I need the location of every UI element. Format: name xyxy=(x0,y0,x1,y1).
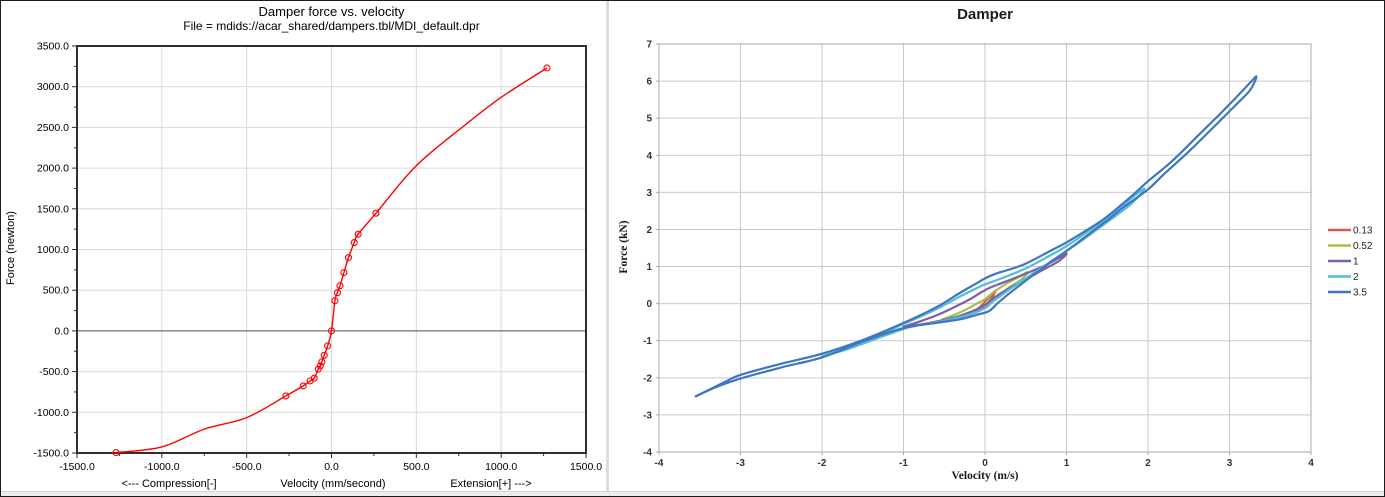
y-tick-label: 4 xyxy=(646,151,652,162)
compression-direction-label: <--- Compression[-] xyxy=(121,478,217,490)
plot-frame xyxy=(76,45,587,454)
y-tick-label: 3000.0 xyxy=(37,81,69,93)
x-tick-label: 1500.0 xyxy=(570,461,602,473)
x-tick-label: -3 xyxy=(736,458,745,469)
series-2-loop xyxy=(820,187,1146,358)
right-chart-y-axis-label: Force (kN) xyxy=(618,220,630,274)
y-tick-label: 5 xyxy=(646,114,652,125)
y-tick-label: 500.0 xyxy=(43,285,69,297)
adams-damper-plot-panel: 3500.0 3000.0 2500.0 2000.0 1500.0 1000.0 500.… xyxy=(1,1,607,496)
data-point-marker xyxy=(320,351,328,359)
y-tick-label: -1000.0 xyxy=(33,407,69,419)
right-chart-x-axis-label: Velocity (m/s) xyxy=(951,470,1019,482)
left-chart-y-axis-label: Force (newton) xyxy=(5,211,17,285)
data-point-marker xyxy=(324,342,332,350)
y-tick-label: 2500.0 xyxy=(37,122,69,134)
legend-label: 3.5 xyxy=(1353,288,1367,299)
data-point-marker xyxy=(299,382,307,390)
y-tick-label: 0 xyxy=(646,299,652,310)
y-tick-label: 6 xyxy=(646,77,652,88)
x-tick-label: -500.0 xyxy=(232,461,262,473)
data-point-marker xyxy=(543,64,551,72)
legend-label: 0.13 xyxy=(1353,226,1373,237)
y-tick-label: -1 xyxy=(643,336,652,347)
data-point-marker xyxy=(333,289,341,297)
plot-border xyxy=(658,43,1312,453)
left-chart-canvas: 3500.0 3000.0 2500.0 2000.0 1500.0 1000.0 500.… xyxy=(33,41,602,474)
y-tick-label: -1500.0 xyxy=(33,448,69,460)
y-tick-label: 0.0 xyxy=(54,325,69,337)
x-tick-label: -1000.0 xyxy=(144,461,180,473)
x-tick-label: -2 xyxy=(818,458,827,469)
y-tick-label: 2000.0 xyxy=(37,163,69,175)
x-tick-label: -1 xyxy=(899,458,908,469)
y-tick-label: 1000.0 xyxy=(37,244,69,256)
data-point-marker xyxy=(310,374,318,382)
data-point-marker xyxy=(327,327,336,335)
bottom-strip xyxy=(1,491,1384,496)
data-point-marker xyxy=(331,297,339,305)
series-3.5-loop xyxy=(694,75,1258,398)
data-point-marker xyxy=(354,230,362,238)
y-tick-label: -4 xyxy=(643,448,652,459)
data-point-marker xyxy=(350,239,358,247)
right-chart-title: Damper xyxy=(957,6,1013,23)
left-chart-x-axis-label: Velocity (mm/second) xyxy=(280,478,386,490)
data-point-marker xyxy=(372,209,380,217)
y-tick-label: 7 xyxy=(646,40,652,51)
x-tick-label: 500.0 xyxy=(403,461,429,473)
legend-label: 1 xyxy=(1353,257,1359,268)
y-tick-label: 2 xyxy=(646,225,652,236)
y-tick-label: -3 xyxy=(643,410,652,421)
y-tick-label: -2 xyxy=(643,373,652,384)
data-point-marker xyxy=(340,268,348,277)
x-tick-label: -1500.0 xyxy=(59,461,95,473)
excel-damper-chart-panel: -4 -3 -2 -1 0 1 2 3 4 5 6 7 -4 -3 -2 -1 0 1 2 3 4 0.13 0.52 1 2 3… xyxy=(609,1,1384,496)
data-point-marker xyxy=(282,392,290,400)
data-point-marker xyxy=(336,282,344,290)
x-tick-label: 1000.0 xyxy=(485,461,517,473)
y-tick-label: 1500.0 xyxy=(37,203,69,215)
left-chart-title: Damper force vs. velocity xyxy=(258,4,405,19)
left-chart-subtitle: File = mdids://acar_shared/dampers.tbl/M… xyxy=(183,19,480,33)
x-tick-label: -4 xyxy=(655,458,664,469)
series-1-loop xyxy=(902,252,1068,328)
extension-direction-label: Extension[+] ---> xyxy=(450,478,532,490)
y-tick-label: 3 xyxy=(646,188,652,199)
y-tick-label: -500.0 xyxy=(39,366,69,378)
data-point-marker xyxy=(316,362,324,370)
panel-divider xyxy=(606,1,609,496)
legend-label: 2 xyxy=(1353,272,1359,283)
x-tick-label: 4 xyxy=(1308,458,1314,469)
x-tick-label: 2 xyxy=(1145,458,1151,469)
data-point-marker xyxy=(112,449,120,457)
x-tick-label: 3 xyxy=(1227,458,1233,469)
legend-label: 0.52 xyxy=(1353,241,1373,252)
data-point-marker xyxy=(344,254,353,262)
data-point-marker xyxy=(318,358,326,366)
chart-legend: 0.13 0.52 1 2 3.5 xyxy=(1328,226,1373,299)
y-tick-label: 1 xyxy=(646,262,652,273)
x-tick-label: 0.0 xyxy=(324,461,339,473)
right-chart-canvas: -4 -3 -2 -1 0 1 2 3 4 5 6 7 -4 -3 -2 -1 0 1 2 3 4 0.13 0.52 1 2 3… xyxy=(643,40,1373,470)
y-tick-label: 3500.0 xyxy=(37,41,69,53)
x-tick-label: 1 xyxy=(1064,458,1070,469)
x-tick-label: 0 xyxy=(982,458,988,469)
